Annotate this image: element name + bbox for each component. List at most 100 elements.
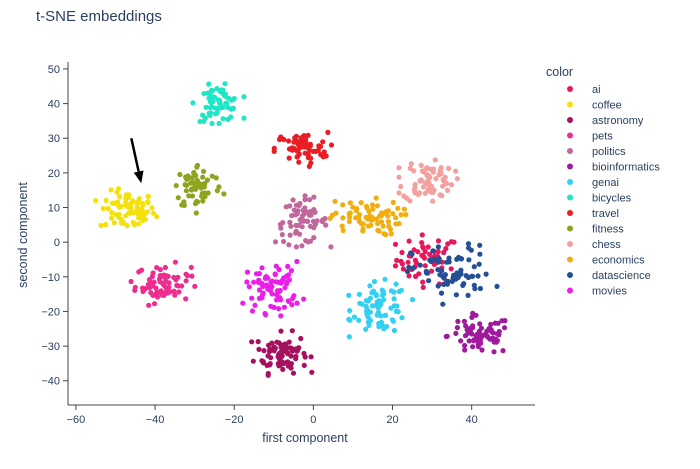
point-movies [273,263,279,269]
legend-item-pets[interactable]: pets [567,131,613,143]
annotation-arrow [130,137,144,184]
point-politics [279,232,285,238]
chart-title: t-SNE embeddings [36,8,162,25]
legend-item-bioinformatics[interactable]: bioinformatics [567,162,660,174]
legend-item-genai[interactable]: genai [567,177,619,189]
point-pets [165,273,171,279]
point-chess [396,190,402,196]
point-travel [320,139,326,145]
legend-marker [567,256,573,263]
point-astronomy [255,339,261,345]
point-genai [382,312,389,318]
point-fitness [194,162,201,168]
point-ai [419,252,425,258]
point-datascience [410,265,416,271]
point-bioinformatics [496,328,502,335]
point-pets [146,277,152,283]
point-pets [173,277,179,283]
point-bicycles [206,81,212,87]
point-chess [412,184,418,190]
point-bioinformatics [477,321,483,327]
point-ai [420,279,426,285]
y-tick-label: 10 [48,203,60,215]
point-movies [249,308,256,314]
point-fitness [189,186,195,192]
legend-item-bicycles[interactable]: bicycles [567,193,632,205]
point-datascience [483,271,489,277]
point-economics [380,223,386,229]
point-fitness [204,177,211,183]
legend-item-coffee[interactable]: coffee [567,100,622,112]
point-bicycles [206,110,212,116]
x-tick-label: −20 [225,414,244,426]
point-movies [284,273,290,279]
legend-item-ai[interactable]: ai [567,84,601,96]
y-tick-label: 30 [48,133,60,145]
point-travel [318,152,324,158]
point-coffee [128,204,134,211]
point-genai [391,296,397,302]
point-genai [364,312,370,318]
point-movies [263,282,269,288]
point-chess [453,168,459,174]
point-economics [377,213,383,219]
point-politics [287,219,293,225]
y-tick-label: −20 [41,306,60,318]
point-bioinformatics [462,347,468,353]
point-economics [356,212,363,218]
x-tick-label: −40 [146,414,165,426]
point-ai [392,263,399,269]
legend-item-chess[interactable]: chess [567,239,621,251]
point-fitness [201,168,207,174]
series-datascience [404,241,500,307]
point-politics [299,243,305,249]
point-bioinformatics [462,342,468,349]
point-pets [156,276,162,282]
point-genai [382,276,388,282]
legend-label: politics [592,146,626,158]
point-bioinformatics [462,333,469,339]
point-bioinformatics [469,331,475,337]
point-pets [163,285,169,291]
point-pets [188,264,194,270]
point-ai [435,238,442,244]
point-travel [295,139,301,145]
point-astronomy [261,348,267,354]
point-datascience [465,241,472,247]
legend-item-fitness[interactable]: fitness [567,224,624,236]
point-datascience [451,272,457,278]
point-fitness [194,198,200,204]
point-economics [333,210,339,216]
point-genai [347,308,353,314]
point-datascience [476,261,482,267]
point-coffee [117,193,123,200]
point-bioinformatics [469,314,475,320]
point-travel [318,143,324,150]
point-politics [290,197,296,203]
point-astronomy [269,340,275,346]
point-economics [340,202,346,208]
legend-item-astronomy[interactable]: astronomy [567,115,644,127]
point-chess [398,183,404,190]
point-astronomy [293,353,299,359]
legend-item-economics[interactable]: economics [567,255,645,267]
point-politics [328,244,334,250]
point-chess [441,178,447,184]
point-economics [327,215,333,221]
point-movies [278,313,284,319]
point-chess [430,198,436,204]
point-movies [253,271,260,277]
legend-item-movies[interactable]: movies [567,286,627,298]
legend-item-politics[interactable]: politics [567,146,626,158]
legend-item-travel[interactable]: travel [567,208,619,220]
point-economics [353,215,359,221]
y-tick-label: −30 [41,341,60,353]
point-economics [346,211,352,217]
point-datascience [458,271,464,277]
point-fitness [198,185,204,191]
point-pets [184,273,191,279]
point-ai [448,266,454,272]
point-bicycles [224,100,230,106]
legend-item-datascience[interactable]: datascience [567,270,651,282]
point-datascience [469,273,475,279]
